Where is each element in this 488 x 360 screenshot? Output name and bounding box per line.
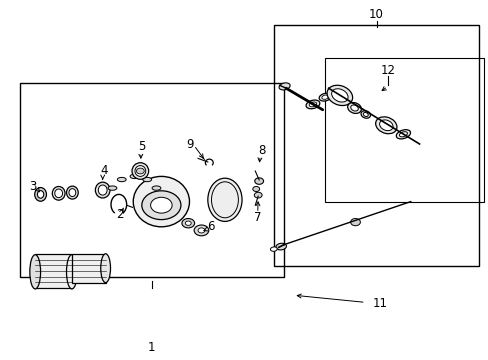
Ellipse shape xyxy=(142,177,151,182)
Ellipse shape xyxy=(66,186,78,199)
Bar xyxy=(273,25,478,266)
Bar xyxy=(325,58,483,202)
Circle shape xyxy=(254,178,263,184)
Ellipse shape xyxy=(69,189,76,197)
Bar xyxy=(20,83,283,277)
Ellipse shape xyxy=(305,100,319,109)
Text: 2: 2 xyxy=(116,208,123,221)
Text: 4: 4 xyxy=(100,165,107,177)
Ellipse shape xyxy=(135,166,145,176)
Circle shape xyxy=(142,191,181,220)
Ellipse shape xyxy=(275,243,286,250)
Ellipse shape xyxy=(379,120,392,131)
Circle shape xyxy=(185,221,191,225)
Ellipse shape xyxy=(55,189,62,198)
Circle shape xyxy=(194,225,208,236)
Text: 9: 9 xyxy=(185,138,193,151)
Ellipse shape xyxy=(395,130,410,139)
Ellipse shape xyxy=(52,186,65,200)
Ellipse shape xyxy=(399,132,407,137)
Ellipse shape xyxy=(326,85,352,105)
Circle shape xyxy=(182,219,194,228)
Text: 8: 8 xyxy=(257,144,265,157)
Circle shape xyxy=(150,197,172,213)
Ellipse shape xyxy=(308,102,316,107)
Ellipse shape xyxy=(319,93,330,101)
Ellipse shape xyxy=(375,117,396,134)
Ellipse shape xyxy=(270,247,277,251)
Bar xyxy=(35,254,72,288)
Ellipse shape xyxy=(37,191,44,198)
Ellipse shape xyxy=(350,105,358,111)
Ellipse shape xyxy=(35,188,46,201)
Ellipse shape xyxy=(66,255,77,289)
Bar xyxy=(72,254,105,283)
Text: 5: 5 xyxy=(138,140,145,153)
Text: 3: 3 xyxy=(29,180,37,193)
Ellipse shape xyxy=(321,95,328,99)
Ellipse shape xyxy=(331,89,347,102)
Ellipse shape xyxy=(30,255,41,289)
Circle shape xyxy=(350,219,360,226)
Ellipse shape xyxy=(152,186,161,190)
Text: 1: 1 xyxy=(147,341,155,354)
Ellipse shape xyxy=(360,111,370,118)
Ellipse shape xyxy=(347,103,361,113)
Ellipse shape xyxy=(117,177,126,182)
Ellipse shape xyxy=(130,174,139,179)
Text: 12: 12 xyxy=(380,64,394,77)
Ellipse shape xyxy=(132,163,148,179)
Ellipse shape xyxy=(108,186,117,190)
Ellipse shape xyxy=(133,176,189,227)
Text: 10: 10 xyxy=(368,8,383,21)
Ellipse shape xyxy=(95,182,110,198)
Ellipse shape xyxy=(101,254,110,283)
Ellipse shape xyxy=(98,185,107,195)
Ellipse shape xyxy=(207,178,242,221)
Circle shape xyxy=(198,228,204,233)
Text: 7: 7 xyxy=(253,211,261,224)
Circle shape xyxy=(252,186,259,192)
Ellipse shape xyxy=(279,83,289,90)
Circle shape xyxy=(254,192,262,198)
Circle shape xyxy=(136,168,144,174)
Text: 11: 11 xyxy=(372,297,386,310)
Text: 6: 6 xyxy=(207,220,215,233)
Ellipse shape xyxy=(363,112,367,117)
